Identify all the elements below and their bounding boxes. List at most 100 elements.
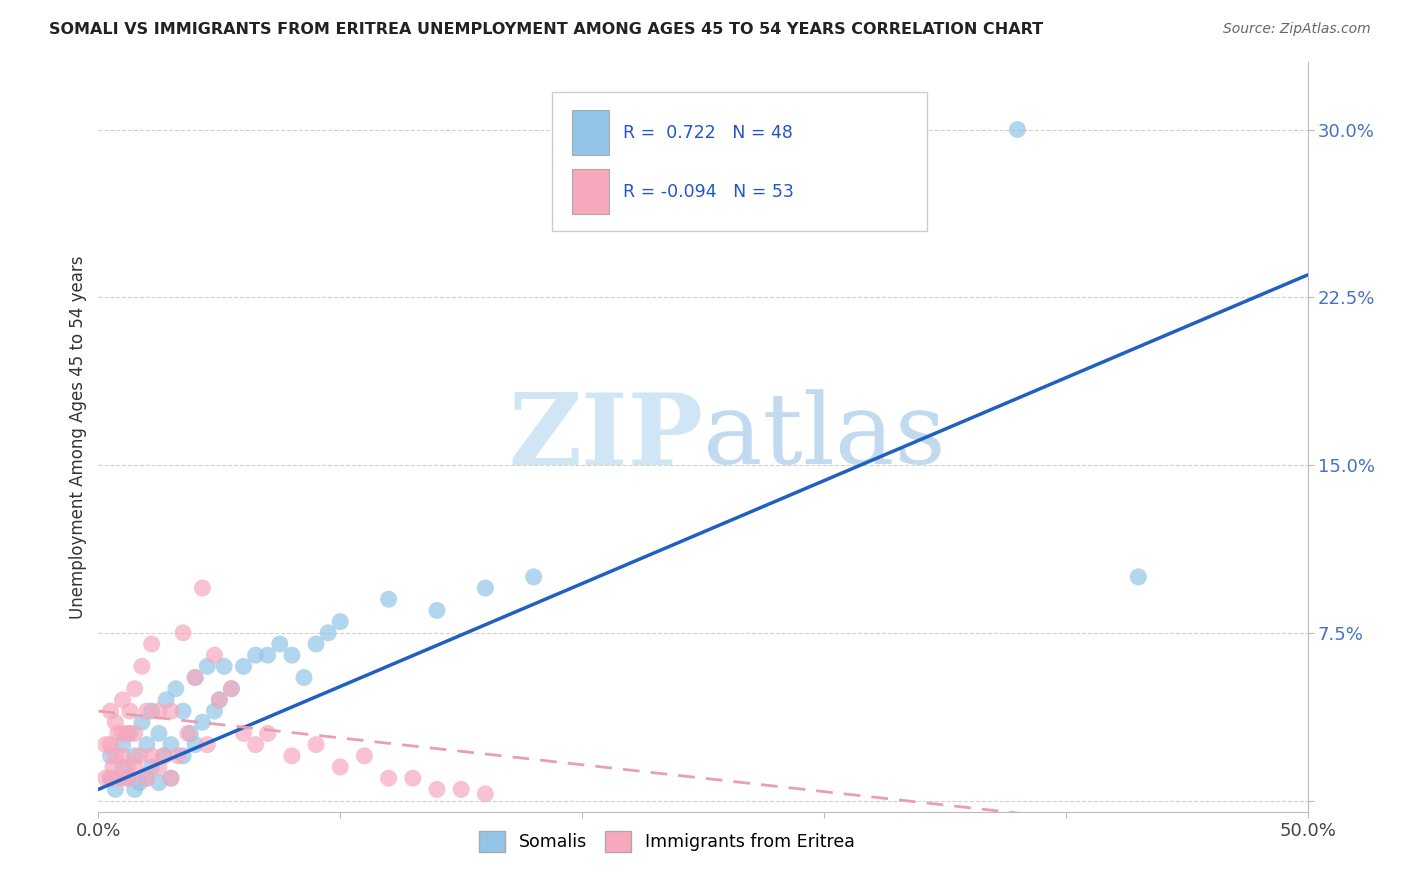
Text: R =  0.722   N = 48: R = 0.722 N = 48 bbox=[623, 124, 793, 142]
Point bbox=[426, 603, 449, 617]
Point bbox=[172, 625, 194, 640]
Point bbox=[131, 659, 153, 673]
Point bbox=[179, 726, 201, 740]
Point bbox=[208, 693, 231, 707]
Point bbox=[141, 637, 163, 651]
FancyBboxPatch shape bbox=[572, 111, 609, 155]
Point bbox=[124, 782, 146, 797]
Point bbox=[160, 771, 183, 785]
Point bbox=[172, 704, 194, 718]
Point bbox=[107, 771, 129, 785]
Point bbox=[124, 760, 146, 774]
FancyBboxPatch shape bbox=[551, 93, 927, 231]
Point bbox=[160, 704, 183, 718]
Point bbox=[111, 726, 134, 740]
Point bbox=[221, 681, 243, 696]
Point bbox=[377, 592, 399, 607]
Point bbox=[204, 704, 226, 718]
Point bbox=[111, 748, 134, 763]
Point bbox=[104, 748, 127, 763]
Point bbox=[281, 648, 304, 662]
Point bbox=[148, 760, 170, 774]
Point bbox=[256, 726, 278, 740]
Point bbox=[402, 771, 425, 785]
Text: ZIP: ZIP bbox=[508, 389, 703, 485]
Point bbox=[118, 771, 141, 785]
Point bbox=[117, 760, 139, 774]
Text: atlas: atlas bbox=[703, 389, 946, 485]
Point bbox=[148, 704, 170, 718]
Point bbox=[281, 748, 304, 763]
Point bbox=[256, 648, 278, 662]
Point bbox=[128, 775, 150, 789]
Point bbox=[152, 748, 174, 763]
Point bbox=[191, 715, 214, 730]
Point bbox=[128, 748, 150, 763]
Point bbox=[474, 581, 496, 595]
Point bbox=[124, 681, 146, 696]
Point bbox=[195, 659, 218, 673]
Point bbox=[221, 681, 243, 696]
Point bbox=[232, 726, 254, 740]
Point bbox=[292, 671, 315, 685]
Point bbox=[450, 782, 472, 797]
Point bbox=[118, 726, 141, 740]
Point bbox=[141, 760, 163, 774]
Point bbox=[135, 771, 157, 785]
FancyBboxPatch shape bbox=[572, 169, 609, 214]
Point bbox=[353, 748, 375, 763]
Text: SOMALI VS IMMIGRANTS FROM ERITREA UNEMPLOYMENT AMONG AGES 45 TO 54 YEARS CORRELA: SOMALI VS IMMIGRANTS FROM ERITREA UNEMPL… bbox=[49, 22, 1043, 37]
Point bbox=[104, 715, 127, 730]
Point bbox=[118, 704, 141, 718]
Point bbox=[204, 648, 226, 662]
Point bbox=[131, 715, 153, 730]
Point bbox=[305, 738, 328, 752]
Point bbox=[124, 726, 146, 740]
Point bbox=[117, 726, 139, 740]
Point bbox=[474, 787, 496, 801]
Point bbox=[111, 760, 134, 774]
Point bbox=[141, 704, 163, 718]
Point bbox=[329, 615, 352, 629]
Point bbox=[245, 738, 267, 752]
Point bbox=[124, 748, 146, 763]
Point bbox=[1007, 122, 1029, 136]
Point bbox=[94, 738, 117, 752]
Point bbox=[160, 738, 183, 752]
Legend: Somalis, Immigrants from Eritrea: Somalis, Immigrants from Eritrea bbox=[472, 824, 862, 859]
Point bbox=[172, 748, 194, 763]
Point bbox=[184, 738, 207, 752]
Point bbox=[148, 726, 170, 740]
Point bbox=[148, 775, 170, 789]
Point bbox=[160, 771, 183, 785]
Point bbox=[208, 693, 231, 707]
Point bbox=[245, 648, 267, 662]
Point bbox=[100, 704, 122, 718]
Point bbox=[104, 782, 127, 797]
Point bbox=[167, 748, 190, 763]
Point bbox=[107, 726, 129, 740]
Point bbox=[195, 738, 218, 752]
Point bbox=[377, 771, 399, 785]
Point bbox=[94, 771, 117, 785]
Point bbox=[135, 738, 157, 752]
Point bbox=[100, 771, 122, 785]
Point bbox=[111, 693, 134, 707]
Point bbox=[316, 625, 339, 640]
Point bbox=[100, 748, 122, 763]
Point bbox=[523, 570, 546, 584]
Text: Source: ZipAtlas.com: Source: ZipAtlas.com bbox=[1223, 22, 1371, 37]
Point bbox=[426, 782, 449, 797]
Text: R = -0.094   N = 53: R = -0.094 N = 53 bbox=[623, 183, 794, 201]
Point bbox=[184, 671, 207, 685]
Y-axis label: Unemployment Among Ages 45 to 54 years: Unemployment Among Ages 45 to 54 years bbox=[69, 255, 87, 619]
Point bbox=[111, 771, 134, 785]
Point bbox=[329, 760, 352, 774]
Point bbox=[165, 681, 187, 696]
Point bbox=[100, 738, 122, 752]
Point bbox=[141, 748, 163, 763]
Point bbox=[1128, 570, 1150, 584]
Point bbox=[269, 637, 291, 651]
Point bbox=[135, 704, 157, 718]
Point bbox=[212, 659, 235, 673]
